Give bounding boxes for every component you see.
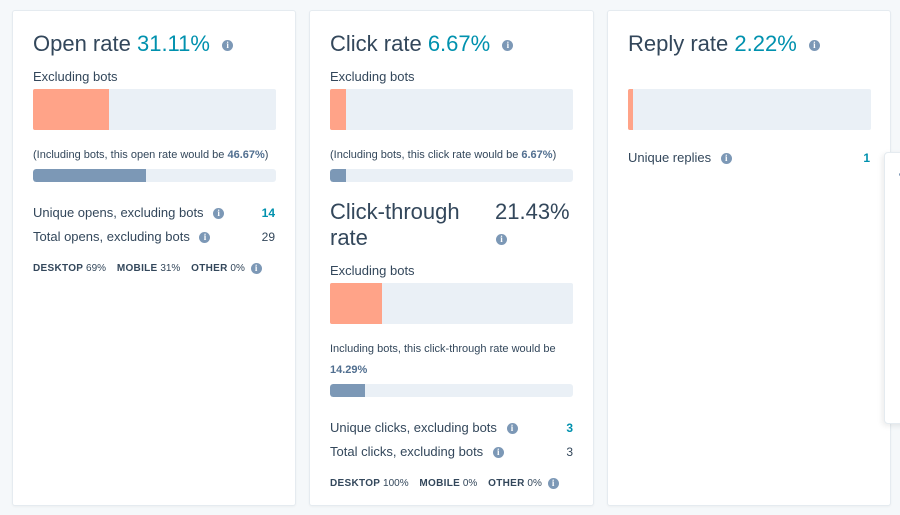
unique-clicks-value[interactable]: 3	[566, 421, 573, 435]
unique-opens-value[interactable]: 14	[261, 206, 275, 220]
total-clicks-value: 3	[566, 445, 573, 459]
reply-rate-value: 2.22%	[734, 31, 797, 56]
unique-clicks-row: Unique clicks, excluding bots i	[330, 420, 518, 435]
mobile-label: MOBILE	[419, 478, 461, 490]
info-icon[interactable]: i	[502, 39, 514, 51]
mobile-value: 0%	[462, 478, 478, 490]
click-including-bots-text: (Including bots, this click rate would b…	[330, 149, 556, 161]
click-including-suffix: )	[552, 149, 557, 161]
unique-replies-value[interactable]: 1	[863, 151, 870, 165]
open-including-suffix: )	[264, 149, 269, 161]
click-rate-value: 6.67%	[427, 31, 491, 56]
unique-clicks-label: Unique clicks, excluding bots	[330, 420, 497, 435]
open-including-bots-text: (Including bots, this open rate would be…	[33, 149, 268, 161]
unique-replies-label: Unique replies	[628, 150, 712, 165]
unique-opens-label: Unique opens, excluding bots	[33, 205, 204, 220]
other-label: OTHER	[191, 263, 228, 275]
ctr-title: Click-through rate	[330, 199, 460, 251]
click-including-value: 6.67%	[521, 149, 553, 161]
desktop-value: 100%	[383, 478, 409, 490]
info-icon[interactable]: i	[250, 263, 262, 274]
open-rate-title-text: Open rate	[33, 31, 131, 56]
open-rate-card: Open rate 31.11% i Excluding bots (Inclu…	[12, 10, 296, 506]
click-rate-title-text: Click rate	[330, 31, 422, 56]
ctr-title-line1: Click-through	[330, 199, 460, 224]
info-icon[interactable]: i	[808, 39, 820, 51]
reply-rate-bar	[628, 89, 871, 130]
ctr-including-value: 14.29%	[330, 364, 368, 376]
mobile-value: 31%	[160, 263, 181, 275]
total-opens-value: 29	[261, 230, 275, 244]
info-icon[interactable]: i	[492, 447, 504, 459]
desktop-label: DESKTOP	[33, 263, 84, 275]
open-rate-title: Open rate 31.11% i	[33, 31, 234, 57]
reply-rate-title: Reply rate 2.22% i	[628, 31, 820, 57]
info-icon[interactable]: i	[547, 478, 559, 489]
total-clicks-label: Total clicks, excluding bots	[330, 444, 484, 459]
open-device-breakdown: DESKTOP 69% MOBILE 31% OTHER 0% i	[33, 263, 262, 274]
click-including-prefix: (Including bots, this click rate would b…	[330, 149, 522, 161]
click-rate-bar-fill	[330, 89, 347, 130]
open-rate-bar-fill	[33, 89, 109, 130]
click-including-bar-fill	[330, 169, 347, 182]
info-icon[interactable]: i	[199, 232, 211, 244]
open-including-bar-fill	[33, 169, 147, 182]
click-rate-title: Click rate 6.67% i	[330, 31, 514, 57]
total-clicks-row: Total clicks, excluding bots i	[330, 444, 504, 459]
other-value: 0%	[230, 263, 245, 275]
total-opens-row: Total opens, excluding bots i	[33, 229, 211, 244]
desktop-value: 69%	[86, 263, 107, 275]
open-including-value: 46.67%	[227, 149, 265, 161]
reply-rate-card: Reply rate 2.22% i Unique replies i 1	[607, 10, 891, 506]
unique-replies-row: Unique replies i	[628, 150, 732, 165]
ctr-bar	[330, 283, 573, 324]
click-rate-bar	[330, 89, 573, 130]
mobile-label: MOBILE	[116, 263, 158, 275]
ctr-including-bar	[330, 384, 573, 397]
ctr-value: 21.43%	[495, 199, 570, 224]
open-rate-value: 31.11%	[136, 31, 210, 56]
info-icon[interactable]: i	[506, 423, 518, 435]
ctr-title-line2: rate	[330, 225, 368, 250]
open-including-prefix: (Including bots, this open rate would be	[33, 149, 228, 161]
other-value: 0%	[527, 478, 542, 490]
unique-opens-row: Unique opens, excluding bots i	[33, 205, 225, 220]
reply-rate-bar-fill	[628, 89, 634, 130]
ctr-including-bar-fill	[330, 384, 365, 397]
info-icon[interactable]: i	[222, 39, 234, 51]
open-including-bar	[33, 169, 276, 182]
desktop-label: DESKTOP	[330, 478, 381, 490]
click-including-bar	[330, 169, 573, 182]
excluding-bots-label: Excluding bots	[330, 263, 415, 278]
click-device-breakdown: DESKTOP 100% MOBILE 0% OTHER 0% i	[330, 478, 559, 489]
click-rate-card: Click rate 6.67% i Excluding bots (Inclu…	[309, 10, 594, 506]
ctr-including-text: Including bots, this click-through rate …	[330, 343, 556, 355]
info-icon[interactable]: i	[496, 234, 507, 245]
info-icon[interactable]: i	[213, 208, 225, 220]
ctr-bar-fill	[330, 283, 383, 324]
other-label: OTHER	[488, 478, 525, 490]
info-icon[interactable]: i	[720, 153, 732, 165]
reply-rate-title-text: Reply rate	[628, 31, 729, 56]
total-opens-label: Total opens, excluding bots	[33, 229, 190, 244]
side-panel[interactable]	[884, 152, 900, 424]
excluding-bots-label: Excluding bots	[33, 69, 118, 84]
excluding-bots-label: Excluding bots	[330, 69, 415, 84]
open-rate-bar	[33, 89, 276, 130]
